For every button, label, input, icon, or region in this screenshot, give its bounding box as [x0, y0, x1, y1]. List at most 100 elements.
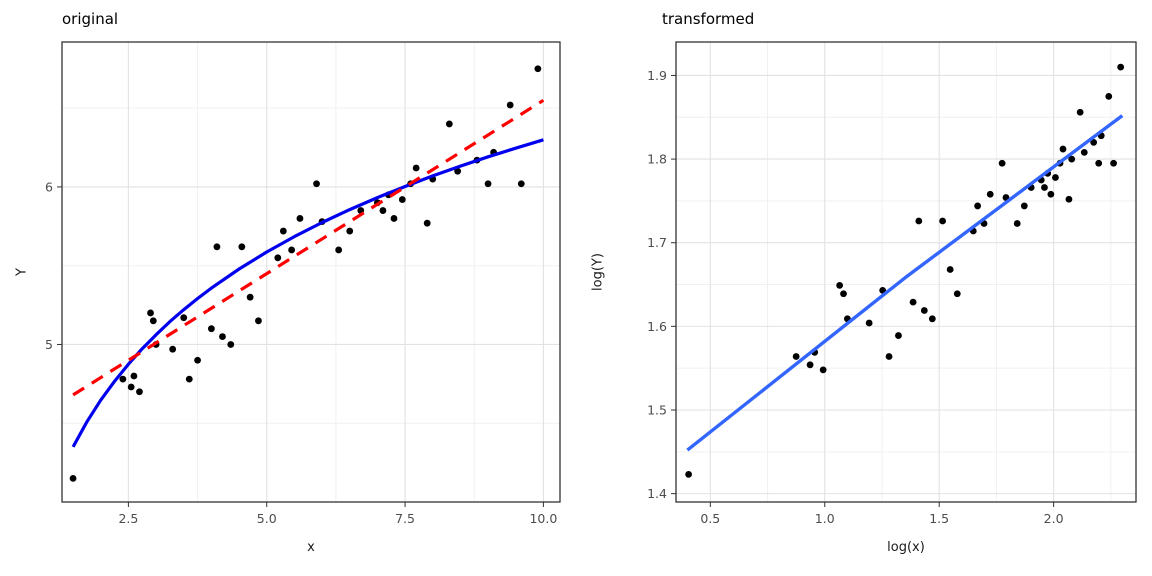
data-point — [885, 353, 893, 360]
data-point — [423, 219, 431, 227]
data-point — [939, 217, 947, 225]
panel-background — [62, 42, 560, 502]
linear-fit-line — [686, 114, 1124, 452]
data-point — [335, 246, 343, 254]
x-tick-label: 7.5 — [395, 511, 415, 526]
data-point — [69, 474, 77, 482]
data-point — [412, 164, 420, 172]
data-point — [806, 361, 814, 369]
data-point — [1080, 149, 1088, 156]
data-point — [390, 215, 398, 222]
x-tick-label: 0.5 — [700, 511, 720, 526]
data-point — [928, 315, 936, 323]
data-point — [685, 471, 692, 478]
data-point — [180, 314, 188, 322]
data-point — [246, 293, 254, 301]
data-point — [227, 341, 235, 348]
x-axis-label: x — [307, 540, 315, 555]
data-point — [379, 207, 387, 214]
data-point — [255, 317, 262, 325]
plot-canvas-transformed: 0.5 1.0 1.5 2.0 1.4 1.5 1.6 1.7 1.8 1.9 — [647, 41, 1137, 526]
panel-border — [675, 41, 1137, 503]
data-point — [238, 243, 246, 251]
data-point — [920, 307, 928, 314]
data-point — [296, 215, 304, 222]
data-point — [865, 319, 873, 327]
data-point — [127, 383, 135, 391]
x-tick-label: 2.5 — [118, 511, 138, 526]
data-point — [819, 366, 827, 374]
data-point — [1110, 159, 1117, 167]
data-point — [169, 345, 177, 353]
data-point — [895, 332, 902, 339]
data-point — [506, 101, 514, 109]
data-point — [974, 202, 982, 210]
chart-transformed: transformed log(Y) log(x) 0.5 1.0 1.5 2.0 1.… — [576, 0, 1152, 576]
data-point — [986, 190, 994, 198]
data-point — [313, 180, 320, 188]
y-tick-label: 1.4 — [647, 486, 667, 501]
x-tick-label: 2.0 — [1044, 511, 1064, 526]
data-point — [1117, 63, 1125, 71]
y-tick-label: 1.5 — [647, 403, 667, 418]
data-point — [998, 159, 1006, 167]
data-point — [517, 180, 525, 188]
data-point — [953, 290, 961, 298]
panel-background — [676, 42, 1136, 502]
y-tick-label: 6 — [45, 179, 53, 194]
data-point — [288, 246, 296, 254]
data-point — [130, 372, 138, 380]
y-tick-label: 1.6 — [647, 319, 667, 334]
data-point — [398, 196, 406, 203]
x-axis-label: log(x) — [887, 540, 925, 555]
y-tick-label: 5 — [45, 337, 53, 352]
linear-fit-line — [72, 98, 545, 397]
data-point — [185, 375, 193, 383]
data-point — [219, 333, 226, 340]
data-point — [1076, 108, 1084, 116]
data-point — [147, 309, 154, 317]
panel-border — [61, 41, 561, 503]
chart-title-transformed: transformed — [662, 10, 755, 28]
x-tick-label: 10.0 — [529, 511, 557, 526]
data-point — [1090, 138, 1098, 146]
data-point — [840, 290, 847, 298]
data-point — [213, 243, 221, 251]
data-point — [534, 65, 542, 73]
x-tick-label: 1.5 — [929, 511, 949, 526]
data-point — [946, 266, 954, 273]
data-point — [909, 298, 917, 306]
data-point — [1013, 220, 1021, 227]
data-point — [1065, 195, 1073, 203]
x-tick-label: 5.0 — [257, 511, 277, 526]
data-point — [279, 227, 287, 235]
data-point — [119, 375, 127, 383]
chart-title-original: original — [62, 10, 119, 28]
data-point — [792, 353, 800, 360]
data-point — [1020, 202, 1028, 210]
y-tick-label: 1.9 — [647, 68, 667, 83]
data-point — [1059, 145, 1067, 153]
y-tick-label: 1.8 — [647, 152, 667, 167]
data-point — [445, 120, 453, 128]
data-point — [346, 227, 354, 235]
data-point — [484, 180, 492, 188]
data-point — [836, 281, 844, 289]
data-point — [1052, 174, 1059, 181]
data-point — [1095, 159, 1103, 167]
data-point — [149, 317, 157, 325]
data-point — [1047, 190, 1055, 198]
data-point — [1041, 184, 1048, 191]
data-point — [1068, 155, 1076, 163]
x-tick-label: 1.0 — [815, 511, 835, 526]
data-point — [136, 388, 143, 396]
chart-original: original Y x 2.5 5.0 7.5 10.0 5 6 — [15, 10, 561, 555]
data-point — [915, 217, 923, 225]
plot-canvas-original: 2.5 5.0 7.5 10.0 5 6 — [45, 41, 561, 526]
data-point — [194, 356, 201, 364]
log-fit-line — [71, 138, 544, 448]
data-point — [454, 167, 462, 175]
y-tick-label: 1.7 — [647, 235, 667, 250]
data-point — [1105, 92, 1113, 100]
data-point — [208, 325, 215, 333]
